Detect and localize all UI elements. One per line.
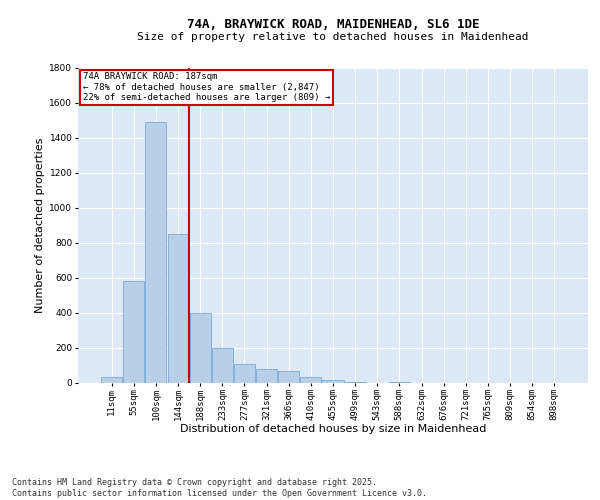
Y-axis label: Number of detached properties: Number of detached properties	[35, 138, 45, 312]
Bar	[234, 364, 255, 382]
Bar	[278, 371, 299, 382]
Bar	[190, 312, 211, 382]
Bar	[167, 234, 188, 382]
Bar	[124, 281, 145, 382]
Bar	[322, 380, 344, 382]
Bar	[256, 368, 277, 382]
X-axis label: Distribution of detached houses by size in Maidenhead: Distribution of detached houses by size …	[180, 424, 486, 434]
Bar	[212, 348, 233, 382]
Text: Size of property relative to detached houses in Maidenhead: Size of property relative to detached ho…	[137, 32, 529, 42]
Bar	[101, 377, 122, 382]
Text: 74A, BRAYWICK ROAD, MAIDENHEAD, SL6 1DE: 74A, BRAYWICK ROAD, MAIDENHEAD, SL6 1DE	[187, 18, 479, 30]
Bar	[145, 122, 166, 382]
Bar	[301, 377, 322, 382]
Text: 74A BRAYWICK ROAD: 187sqm
← 78% of detached houses are smaller (2,847)
22% of se: 74A BRAYWICK ROAD: 187sqm ← 78% of detac…	[83, 72, 331, 102]
Text: Contains HM Land Registry data © Crown copyright and database right 2025.
Contai: Contains HM Land Registry data © Crown c…	[12, 478, 427, 498]
